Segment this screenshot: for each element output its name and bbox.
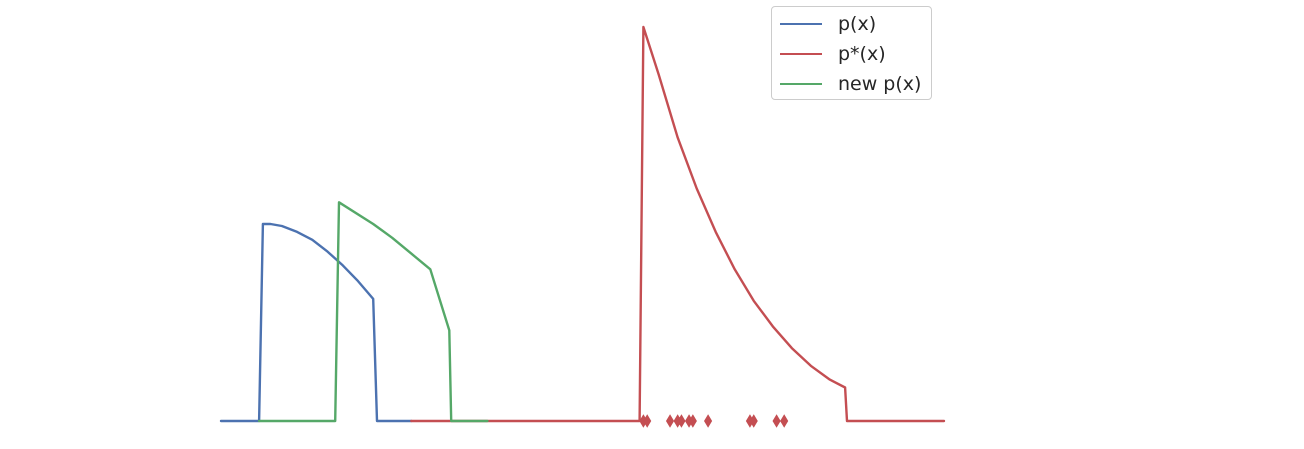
sample-marker xyxy=(665,414,675,428)
legend: p(x) p*(x) new p(x) xyxy=(771,6,932,100)
legend-label-new-p: new p(x) xyxy=(838,73,922,95)
series-layer xyxy=(219,25,946,423)
legend-swatch-new-p xyxy=(780,83,822,85)
sample-marker xyxy=(688,414,697,428)
sample-marker xyxy=(677,414,686,428)
series-line-p xyxy=(219,222,413,423)
legend-item-p: p(x) xyxy=(780,12,876,36)
sample-marker xyxy=(772,414,781,428)
series-line-p-star xyxy=(410,25,946,423)
legend-label-p: p(x) xyxy=(838,13,877,35)
sample-marker xyxy=(643,414,652,428)
sample-markers xyxy=(639,414,789,428)
legend-label-p-star: p*(x) xyxy=(838,43,886,65)
sample-marker xyxy=(749,414,758,428)
legend-item-p-star: p*(x) xyxy=(780,42,886,66)
legend-swatch-p-star xyxy=(780,53,822,55)
sample-marker xyxy=(704,414,713,428)
legend-swatch-p xyxy=(780,23,822,25)
sample-marker xyxy=(780,414,789,428)
legend-item-new-p: new p(x) xyxy=(780,72,921,96)
series-line-new-p xyxy=(257,201,489,423)
